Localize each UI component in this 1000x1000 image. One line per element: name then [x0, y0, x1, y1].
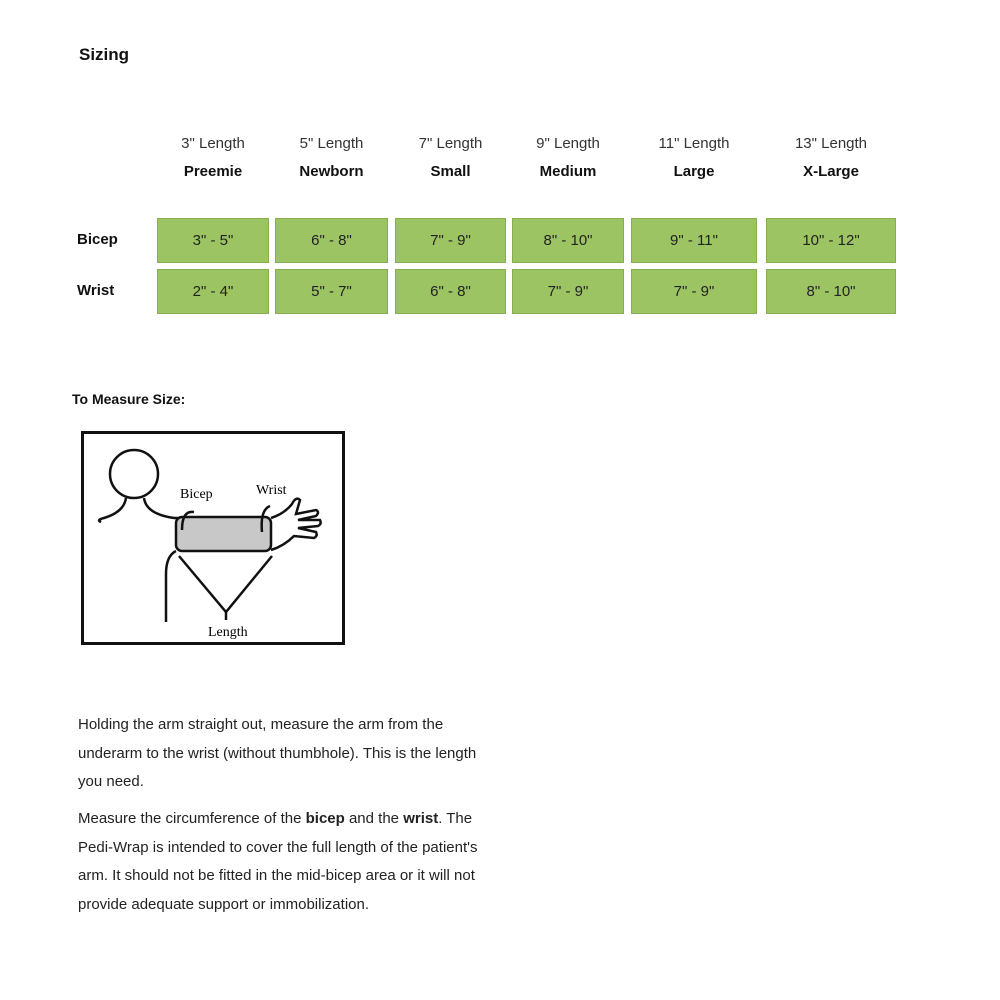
- table-cell: 2" - 4": [157, 269, 269, 314]
- row-label: Wrist: [77, 282, 115, 299]
- measurement-diagram: Bicep Wrist Length: [81, 431, 345, 645]
- instruction-paragraph-1: Holding the arm straight out, measure th…: [78, 716, 477, 790]
- measure-title: To Measure Size:: [72, 391, 186, 407]
- row-label: Bicep: [77, 231, 118, 248]
- column-size: Large: [673, 163, 715, 180]
- length-label: Length: [208, 625, 248, 640]
- table-cell: 6" - 8": [395, 269, 506, 314]
- column-length: 13" Length: [794, 135, 868, 152]
- instruction-paragraph-2: Measure the circumference of the bicep a…: [78, 805, 498, 919]
- bicep-label: Bicep: [180, 487, 213, 502]
- column-length: 9" Length: [536, 135, 600, 152]
- column-length: 5" Length: [299, 135, 364, 152]
- table-cell: 8" - 10": [512, 218, 624, 263]
- column-size: Small: [430, 163, 471, 180]
- column-header: 3" Length Preemie: [147, 130, 279, 186]
- column-length: 7" Length: [418, 135, 483, 152]
- column-header: 7" Length Small: [385, 130, 516, 186]
- table-cell: 7" - 9": [395, 218, 506, 263]
- table-cell: 3" - 5": [157, 218, 269, 263]
- column-size: Newborn: [299, 163, 364, 180]
- column-header: 13" Length X-Large: [756, 130, 906, 186]
- table-cell: 7" - 9": [512, 269, 624, 314]
- arm-illustration: Bicep Wrist Length: [97, 448, 322, 640]
- column-header: 9" Length Medium: [502, 130, 634, 186]
- column-size: X-Large: [803, 163, 859, 180]
- text: Measure the circumference of the: [78, 810, 306, 827]
- table-cell: 6" - 8": [275, 218, 388, 263]
- wrist-label: Wrist: [256, 483, 287, 498]
- page-title: Sizing: [79, 45, 130, 64]
- column-length: 11" Length: [658, 135, 730, 152]
- text: and the: [344, 810, 404, 827]
- column-header: 11" Length Large: [621, 130, 767, 186]
- table-cell: 8" - 10": [766, 269, 896, 314]
- column-size: Preemie: [183, 163, 243, 180]
- column-header: 5" Length Newborn: [265, 130, 398, 186]
- column-size: Medium: [539, 163, 597, 180]
- table-cell: 7" - 9": [631, 269, 757, 314]
- bicep-emphasis: bicep: [305, 810, 345, 827]
- table-cell: 5" - 7": [275, 269, 388, 314]
- text: . The Pedi-Wrap is intended to cover the…: [78, 810, 478, 913]
- column-length: 3" Length: [181, 135, 245, 152]
- table-cell: 9" - 11": [631, 218, 757, 263]
- wrist-emphasis: wrist: [403, 810, 439, 827]
- table-cell: 10" - 12": [766, 218, 896, 263]
